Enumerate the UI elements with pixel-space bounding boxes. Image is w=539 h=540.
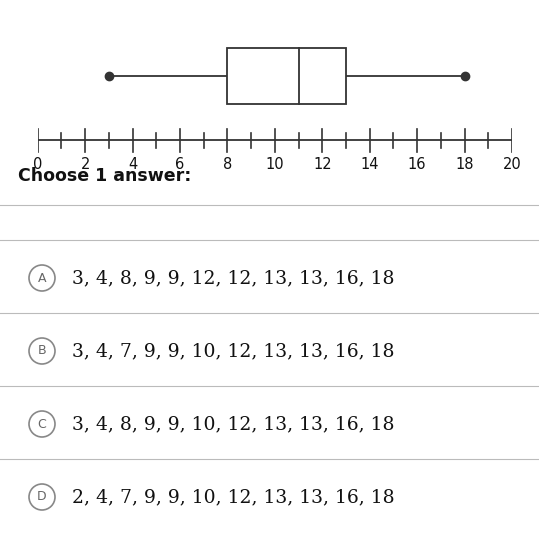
Text: 12: 12 — [313, 158, 331, 172]
Text: 20: 20 — [503, 158, 521, 172]
Text: 3, 4, 8, 9, 9, 10, 12, 13, 13, 16, 18: 3, 4, 8, 9, 9, 10, 12, 13, 13, 16, 18 — [72, 415, 395, 433]
Text: 16: 16 — [408, 158, 426, 172]
Text: 0: 0 — [33, 158, 43, 172]
Text: 2: 2 — [80, 158, 90, 172]
Bar — [227, 48, 346, 105]
Text: A: A — [38, 272, 46, 285]
Text: 10: 10 — [266, 158, 284, 172]
Text: D: D — [37, 490, 47, 503]
Text: 8: 8 — [223, 158, 232, 172]
Text: B: B — [38, 345, 46, 357]
Text: 6: 6 — [175, 158, 185, 172]
Text: Choose 1 answer:: Choose 1 answer: — [18, 167, 191, 185]
Text: C: C — [38, 417, 46, 430]
Text: 4: 4 — [128, 158, 137, 172]
Text: 14: 14 — [361, 158, 379, 172]
Text: 3, 4, 8, 9, 9, 12, 12, 13, 13, 16, 18: 3, 4, 8, 9, 9, 12, 12, 13, 13, 16, 18 — [72, 269, 395, 287]
Text: 18: 18 — [455, 158, 474, 172]
Text: 2, 4, 7, 9, 9, 10, 12, 13, 13, 16, 18: 2, 4, 7, 9, 9, 10, 12, 13, 13, 16, 18 — [72, 488, 395, 506]
Text: 3, 4, 7, 9, 9, 10, 12, 13, 13, 16, 18: 3, 4, 7, 9, 9, 10, 12, 13, 13, 16, 18 — [72, 342, 395, 360]
